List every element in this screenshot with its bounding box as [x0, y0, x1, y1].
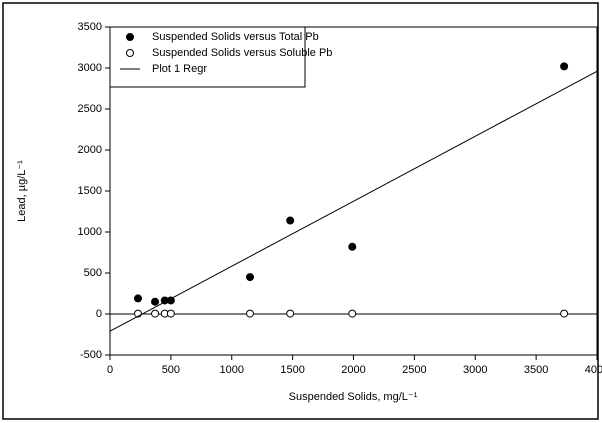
y-axis-label: Lead, µg/L⁻¹: [16, 160, 28, 222]
x-tick-label: 2500: [402, 364, 426, 376]
x-tick-label: 2000: [341, 364, 365, 376]
y-tick-label: 2000: [78, 144, 102, 156]
point: [166, 309, 175, 318]
y-tick-label: 3000: [78, 62, 102, 74]
x-tick-label: 3500: [524, 364, 548, 376]
point: [286, 216, 295, 225]
y-tick-label: 3500: [78, 21, 102, 33]
point: [286, 309, 295, 318]
point: [151, 309, 160, 318]
regression-line: [109, 70, 598, 332]
y-tick-label: 0: [96, 308, 102, 320]
point: [151, 297, 160, 306]
point: [560, 309, 569, 318]
frame: [2, 2, 599, 420]
legend-label: Plot 1 Regr: [152, 63, 207, 75]
x-tick-label: 1000: [220, 364, 244, 376]
legend-swatch: [126, 33, 134, 41]
legend-label: Suspended Solids versus Soluble Pb: [152, 47, 332, 59]
point: [348, 242, 357, 251]
point: [246, 309, 255, 318]
y-tick-label: -500: [80, 349, 102, 361]
point: [348, 309, 357, 318]
legend-swatch: [126, 49, 134, 57]
legend-box: [109, 26, 306, 88]
legend-label: Suspended Solids versus Total Pb: [152, 31, 319, 43]
x-tick-label: 0: [107, 364, 113, 376]
x-axis-label: Suspended Solids, mg/L⁻¹: [289, 391, 418, 403]
x-tick-label: 4000: [585, 364, 602, 376]
x-tick-label: 500: [162, 364, 180, 376]
y-tick-label: 1000: [78, 226, 102, 238]
x-tick-label: 1500: [280, 364, 304, 376]
y-tick-label: 500: [84, 267, 102, 279]
x-tick-label: 3000: [463, 364, 487, 376]
point: [560, 62, 569, 71]
y-tick-label: 2500: [78, 103, 102, 115]
point: [134, 294, 143, 303]
point: [246, 273, 255, 282]
y-tick-label: 1500: [78, 185, 102, 197]
